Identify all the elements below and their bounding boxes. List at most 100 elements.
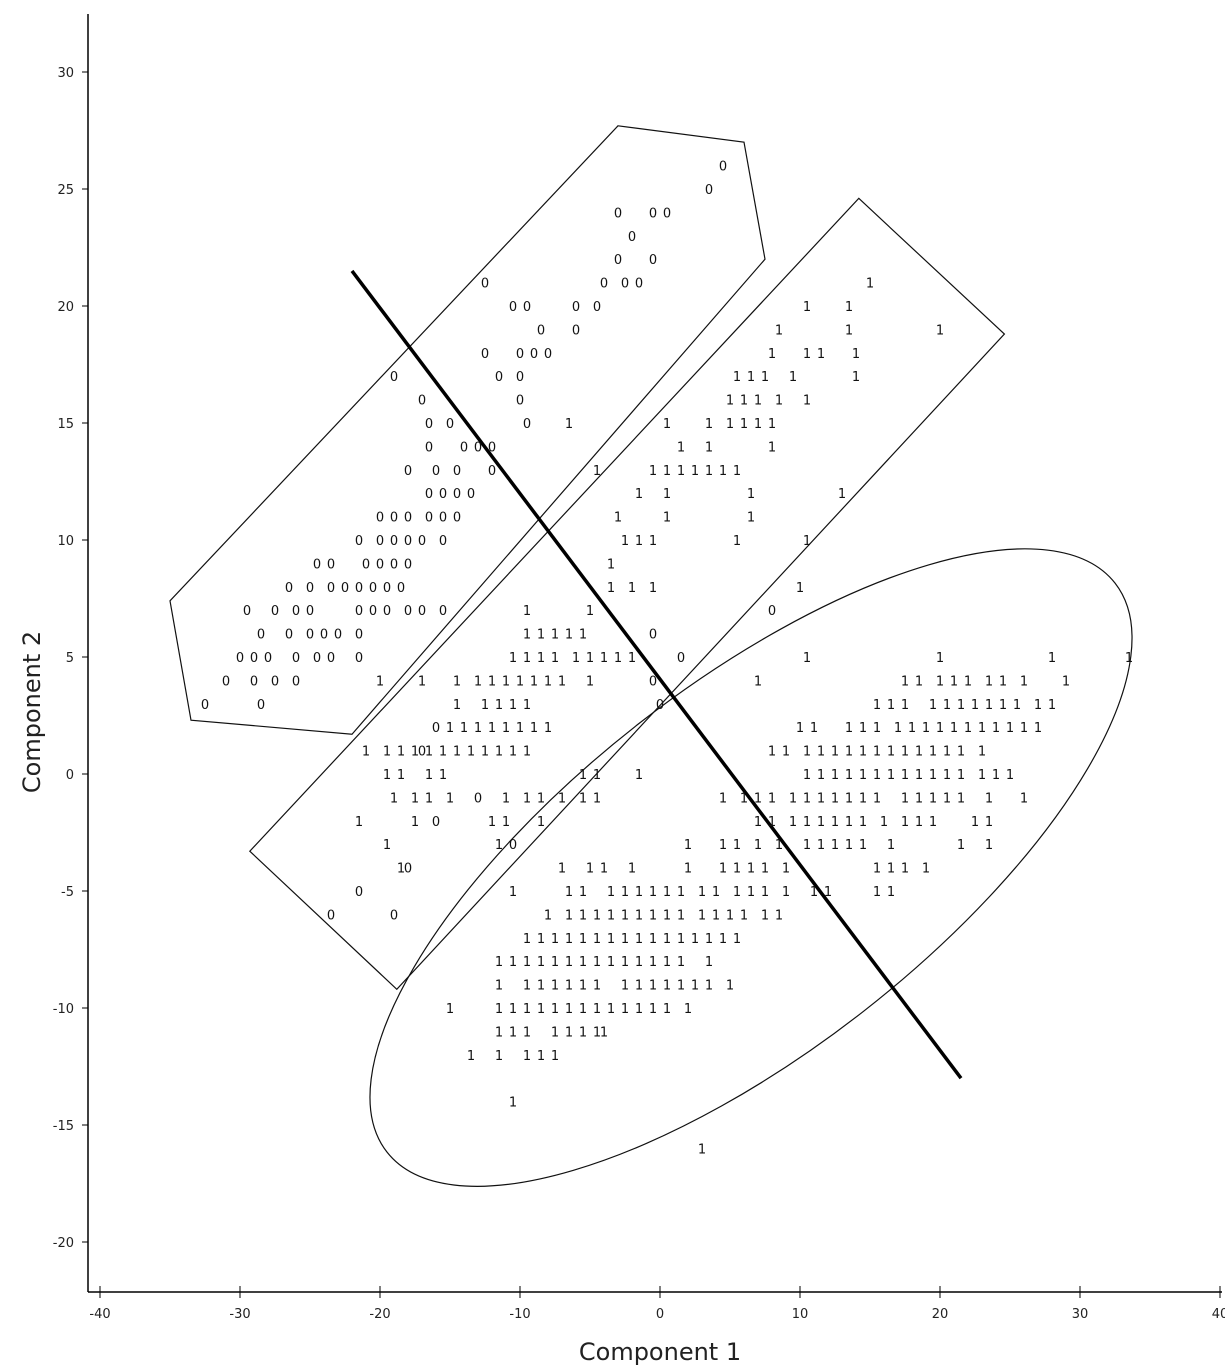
point-class-1: 1 — [495, 1025, 503, 1040]
point-class-1: 1 — [761, 885, 769, 900]
point-class-1: 1 — [782, 862, 790, 877]
point-class-1: 1 — [663, 932, 671, 947]
point-class-1: 1 — [523, 745, 531, 760]
point-class-1: 1 — [894, 721, 902, 736]
point-class-1: 1 — [803, 791, 811, 806]
point-class-1: 1 — [579, 955, 587, 970]
point-class-0: 0 — [593, 300, 601, 315]
point-class-1: 1 — [978, 768, 986, 783]
point-class-1: 1 — [593, 1025, 601, 1040]
point-class-1: 1 — [719, 838, 727, 853]
point-class-1: 1 — [565, 932, 573, 947]
point-class-1: 1 — [859, 745, 867, 760]
point-class-1: 1 — [621, 932, 629, 947]
point-class-1: 1 — [495, 955, 503, 970]
point-class-1: 1 — [649, 581, 657, 596]
x-tick-label: 20 — [932, 1307, 949, 1322]
point-class-1: 1 — [845, 815, 853, 830]
point-class-1: 1 — [943, 745, 951, 760]
point-class-1: 1 — [579, 885, 587, 900]
point-class-1: 1 — [586, 862, 594, 877]
point-class-1: 1 — [453, 745, 461, 760]
point-class-1: 1 — [754, 394, 762, 409]
point-class-1: 1 — [684, 838, 692, 853]
point-class-0: 0 — [376, 557, 384, 572]
point-class-0: 0 — [488, 440, 496, 455]
point-class-1: 1 — [677, 932, 685, 947]
point-class-0: 0 — [383, 604, 391, 619]
point-class-1: 1 — [747, 511, 755, 526]
point-class-1: 1 — [747, 487, 755, 502]
point-class-0: 0 — [376, 534, 384, 549]
point-class-1: 1 — [649, 885, 657, 900]
point-class-1: 1 — [1006, 721, 1014, 736]
point-class-1: 1 — [600, 651, 608, 666]
point-class-1: 1 — [999, 674, 1007, 689]
point-class-1: 1 — [537, 628, 545, 643]
point-class-1: 1 — [628, 862, 636, 877]
point-class-1: 1 — [355, 815, 363, 830]
point-class-1: 1 — [677, 885, 685, 900]
point-class-1: 1 — [502, 721, 510, 736]
point-class-1: 1 — [964, 674, 972, 689]
cluster-1-boundary-polygon — [248, 197, 1006, 991]
point-class-1: 1 — [523, 698, 531, 713]
point-class-1: 1 — [817, 791, 825, 806]
x-tick-label: 30 — [1072, 1307, 1089, 1322]
point-class-1: 1 — [621, 534, 629, 549]
point-class-1: 1 — [593, 791, 601, 806]
point-class-1: 1 — [859, 768, 867, 783]
point-class-0: 0 — [341, 581, 349, 596]
point-class-1: 1 — [803, 300, 811, 315]
point-class-1: 1 — [971, 815, 979, 830]
point-class-0: 0 — [390, 511, 398, 526]
point-class-1: 1 — [593, 1002, 601, 1017]
point-class-1: 1 — [880, 815, 888, 830]
point-class-1: 1 — [579, 628, 587, 643]
point-class-0: 0 — [292, 651, 300, 666]
point-class-1: 1 — [957, 791, 965, 806]
point-class-1: 1 — [782, 745, 790, 760]
point-class-1: 1 — [579, 1002, 587, 1017]
point-class-1: 1 — [957, 768, 965, 783]
point-class-1: 1 — [698, 885, 706, 900]
y-tick-label: -20 — [53, 1236, 74, 1251]
point-class-0: 0 — [719, 160, 727, 175]
point-class-1: 1 — [565, 979, 573, 994]
point-class-1: 1 — [740, 394, 748, 409]
point-class-1: 1 — [803, 347, 811, 362]
point-class-0: 0 — [292, 674, 300, 689]
point-class-1: 1 — [621, 955, 629, 970]
point-class-0: 0 — [516, 370, 524, 385]
point-class-1: 1 — [397, 768, 405, 783]
point-class-1: 1 — [579, 979, 587, 994]
point-class-1: 1 — [733, 932, 741, 947]
point-class-1: 1 — [957, 838, 965, 853]
point-class-1: 1 — [649, 979, 657, 994]
point-class-1: 1 — [985, 674, 993, 689]
point-class-0: 0 — [488, 464, 496, 479]
point-class-1: 1 — [1048, 651, 1056, 666]
point-class-1: 1 — [425, 745, 433, 760]
point-class-1: 1 — [761, 862, 769, 877]
point-class-0: 0 — [663, 206, 671, 221]
point-class-1: 1 — [901, 698, 909, 713]
point-class-1: 1 — [733, 464, 741, 479]
point-class-0: 0 — [313, 651, 321, 666]
point-class-1: 1 — [943, 698, 951, 713]
point-class-1: 1 — [593, 464, 601, 479]
point-class-1: 1 — [607, 581, 615, 596]
point-class-1: 1 — [831, 768, 839, 783]
point-class-1: 1 — [929, 791, 937, 806]
point-class-0: 0 — [439, 604, 447, 619]
point-class-1: 1 — [635, 955, 643, 970]
point-class-1: 1 — [495, 1049, 503, 1064]
point-class-1: 1 — [579, 908, 587, 923]
point-class-1: 1 — [985, 838, 993, 853]
point-class-1: 1 — [761, 370, 769, 385]
point-class-0: 0 — [516, 347, 524, 362]
point-class-1: 1 — [845, 300, 853, 315]
point-class-1: 1 — [628, 651, 636, 666]
point-class-0: 0 — [474, 791, 482, 806]
